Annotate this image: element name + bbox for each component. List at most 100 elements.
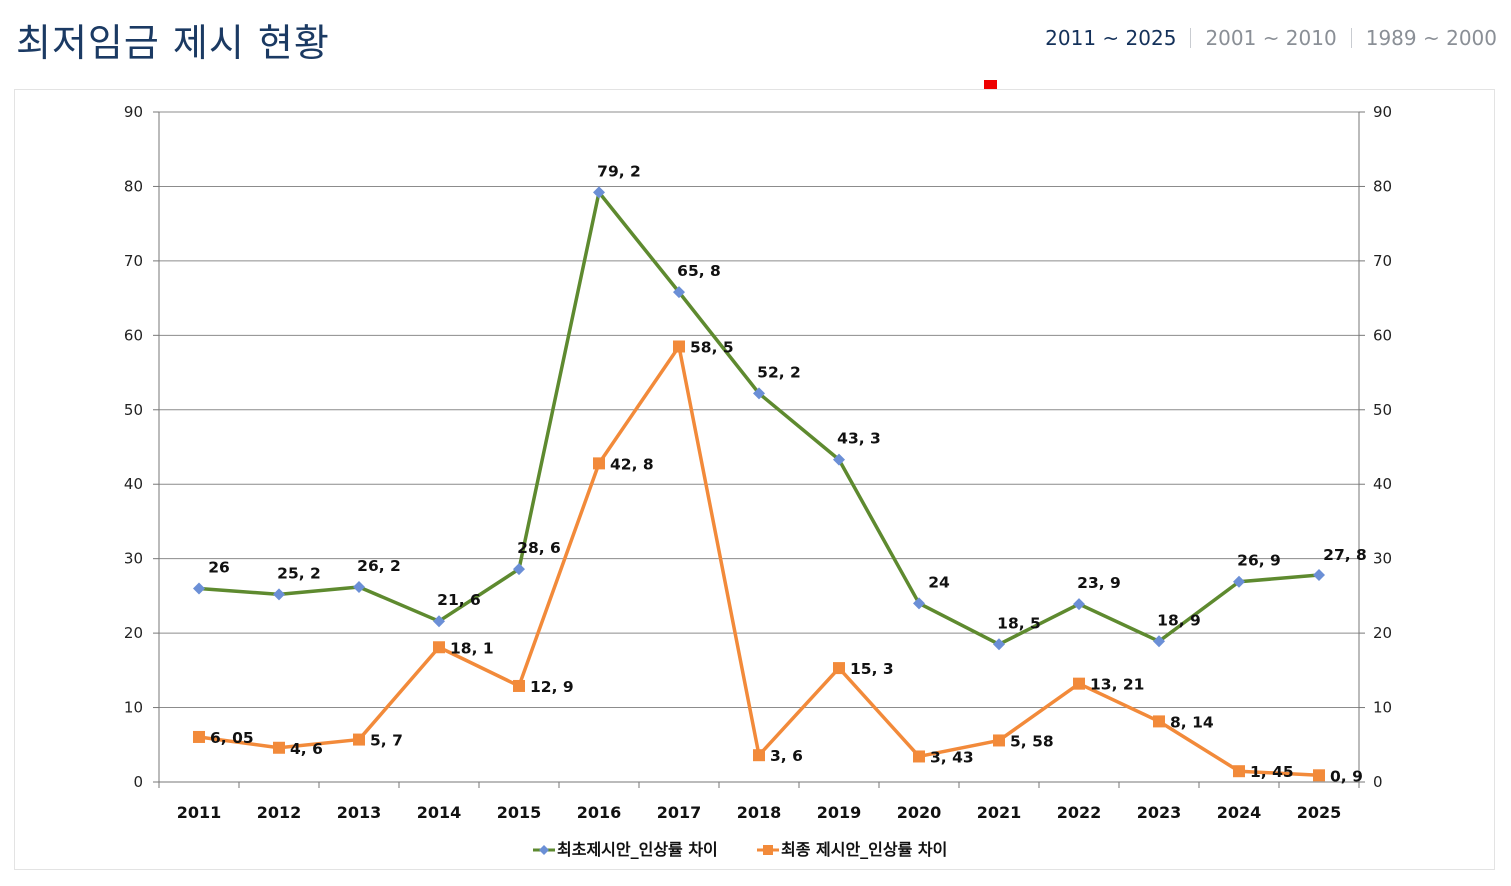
data-point-diamond [193, 582, 205, 595]
data-point-square [593, 457, 605, 470]
x-tick-label: 2019 [817, 803, 862, 822]
data-point-square [353, 733, 365, 746]
data-point-square [1153, 715, 1165, 728]
data-point-square [433, 641, 445, 654]
data-point-diamond [513, 563, 525, 576]
data-point-diamond [913, 597, 925, 610]
legend-marker [763, 845, 773, 855]
data-point-diamond [1233, 575, 1245, 588]
data-point-square [833, 662, 845, 675]
data-point-diamond [593, 186, 605, 199]
tab-1989-2000[interactable]: 1989 ~ 2000 [1365, 26, 1497, 50]
data-label: 23, 9 [1077, 574, 1121, 592]
chart-frame: 0 0 10 10 20 20 30 30 40 40 50 50 60 60 70 70 80 80 90 90 20… [14, 89, 1495, 870]
data-label: 8, 14 [1170, 713, 1214, 731]
x-tick-label: 2016 [577, 803, 622, 822]
y-tick-label: 30 [124, 550, 143, 568]
data-point-diamond [353, 580, 365, 593]
data-label: 13, 21 [1090, 676, 1144, 694]
y2-tick-label: 60 [1373, 326, 1392, 344]
y2-tick-label: 10 [1373, 699, 1392, 717]
y-tick-label: 40 [124, 475, 143, 493]
tab-2011-2025[interactable]: 2011 ~ 2025 [1045, 26, 1177, 50]
x-tick-label: 2020 [897, 803, 942, 822]
legend-marker [539, 845, 549, 855]
data-label: 6, 05 [210, 729, 254, 747]
year-range-tabs: 2011 ~ 2025 2001 ~ 2010 1989 ~ 2000 [1045, 26, 1497, 50]
x-tick-label: 2015 [497, 803, 542, 822]
y-tick-label: 70 [124, 252, 143, 270]
y2-tick-label: 90 [1373, 103, 1392, 121]
y2-tick-label: 40 [1373, 475, 1392, 493]
data-label: 15, 3 [850, 660, 894, 678]
data-point-square [193, 730, 205, 743]
y-tick-label: 10 [124, 699, 143, 717]
x-tick-label: 2025 [1297, 803, 1342, 822]
x-tick-label: 2021 [977, 803, 1022, 822]
y-tick-label: 90 [124, 103, 143, 121]
data-label: 0, 9 [1330, 767, 1363, 785]
x-tick-label: 2014 [417, 803, 462, 822]
x-tick-label: 2018 [737, 803, 782, 822]
data-label: 18, 1 [450, 639, 494, 657]
tab-divider [1350, 28, 1352, 48]
data-label: 5, 7 [370, 732, 403, 750]
data-point-square [273, 741, 285, 754]
data-label: 79, 2 [597, 162, 641, 180]
y2-tick-label: 0 [1373, 773, 1383, 791]
data-point-diamond [753, 387, 765, 400]
data-label: 26, 2 [357, 557, 401, 575]
x-tick-label: 2024 [1217, 803, 1262, 822]
x-tick-label: 2017 [657, 803, 702, 822]
data-label: 28, 6 [517, 539, 561, 557]
data-label: 21, 6 [437, 591, 481, 609]
y-tick-label: 50 [124, 401, 143, 419]
data-point-square [513, 679, 525, 692]
data-point-square [1073, 677, 1085, 690]
data-label: 27, 8 [1323, 546, 1367, 564]
x-tick-label: 2011 [177, 803, 222, 822]
data-point-diamond [1153, 635, 1165, 648]
data-label: 65, 8 [677, 262, 721, 280]
data-point-diamond [433, 615, 445, 628]
series-line [198, 190, 1320, 647]
data-label: 26, 9 [1237, 552, 1281, 570]
data-label: 3, 6 [770, 747, 803, 765]
tab-divider [1190, 28, 1192, 48]
data-point-square [673, 340, 685, 353]
data-point-diamond [673, 286, 685, 299]
y2-tick-label: 30 [1373, 550, 1392, 568]
y-tick-label: 80 [124, 177, 143, 195]
x-tick-label: 2012 [257, 803, 302, 822]
data-label: 52, 2 [757, 363, 801, 381]
y2-tick-label: 80 [1373, 177, 1392, 195]
x-tick-label: 2023 [1137, 803, 1182, 822]
data-label: 43, 3 [837, 430, 881, 448]
y-tick-label: 20 [124, 624, 143, 642]
data-label: 4, 6 [290, 740, 323, 758]
data-point-diamond [833, 453, 845, 466]
x-tick-label: 2022 [1057, 803, 1102, 822]
data-label: 26 [208, 558, 230, 576]
x-tick-label: 2013 [337, 803, 382, 822]
y2-tick-label: 20 [1373, 624, 1392, 642]
data-label: 18, 9 [1157, 611, 1201, 629]
data-point-square [1313, 769, 1325, 782]
data-label: 18, 5 [997, 614, 1041, 632]
tab-2001-2010[interactable]: 2001 ~ 2010 [1205, 26, 1337, 50]
y2-tick-label: 50 [1373, 401, 1392, 419]
data-point-square [1233, 765, 1245, 778]
legend-label: 최초제시안_인상률 차이 [557, 840, 718, 859]
data-label: 5, 58 [1010, 732, 1054, 750]
data-point-square [913, 750, 925, 763]
data-point-diamond [1313, 569, 1325, 582]
data-label: 1, 45 [1250, 763, 1294, 781]
data-label: 25, 2 [277, 564, 321, 582]
data-point-square [993, 734, 1005, 747]
data-label: 58, 5 [690, 339, 734, 357]
y-tick-label: 0 [133, 773, 143, 791]
data-point-diamond [1073, 598, 1085, 611]
legend-label: 최종 제시안_인상률 차이 [781, 840, 947, 859]
data-point-diamond [993, 638, 1005, 651]
